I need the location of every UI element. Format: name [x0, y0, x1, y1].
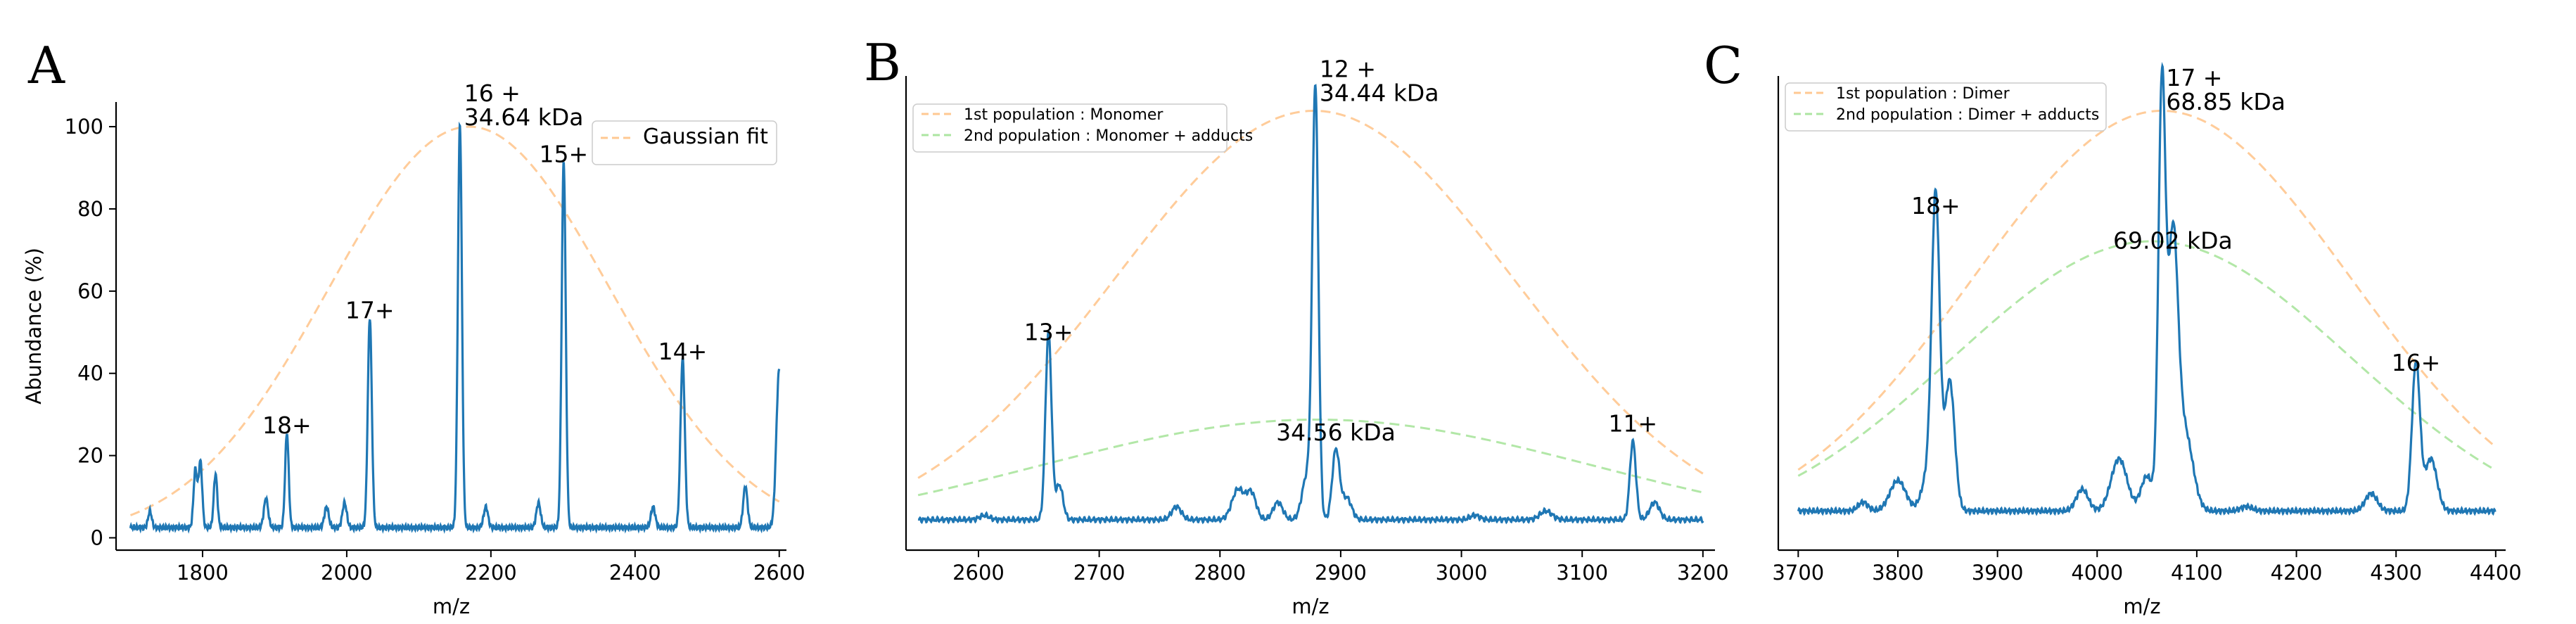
- legend-entry: 2nd population : Monomer + adducts: [964, 127, 1253, 145]
- fit-curve-1: [129, 125, 780, 516]
- peak-annotation: 13+: [1024, 319, 1073, 346]
- spectrum-line: [129, 121, 781, 534]
- x-axis-label: m/z: [2123, 594, 2160, 618]
- peak-annotation: 16 +34.64 kDa: [464, 79, 584, 131]
- y-tick-label: 60: [77, 279, 103, 303]
- panel-letter: C: [1704, 36, 1742, 95]
- panel-b: B 2600 2700 2800 2900 3000 3100 3200 m/z 12 +34.4…: [864, 33, 1729, 618]
- y-axis-label: Abundance (%): [22, 248, 46, 405]
- x-tick-label: 4400: [2470, 561, 2522, 585]
- x-tick-label: 4200: [2271, 561, 2323, 585]
- x-tick-label: 2700: [1073, 561, 1126, 585]
- x-tick-label: 4000: [2071, 561, 2123, 585]
- y-tick-label: 20: [77, 444, 103, 468]
- legend-box: [592, 120, 777, 165]
- peak-annotation: 17+: [345, 296, 395, 324]
- spectrum-line: [1797, 62, 2497, 516]
- peak-annotation: 17 +68.85 kDa: [2166, 64, 2285, 115]
- panel-letter: B: [864, 33, 901, 92]
- peak-annotation: 18+: [1911, 192, 1960, 219]
- peak-annotation: 15+: [540, 140, 589, 167]
- x-tick-label: 3800: [1872, 561, 1924, 585]
- fit-curve-2: [1797, 240, 2497, 477]
- peak-annotation: 69.02 kDa: [2113, 227, 2233, 255]
- x-tick-label: 4300: [2370, 561, 2422, 585]
- x-tick-label: 2600: [952, 561, 1005, 585]
- fit-curve-2: [917, 419, 1704, 497]
- peak-annotation: 11+: [1608, 409, 1657, 437]
- peak-annotation: 16+: [2392, 349, 2441, 376]
- peak-annotation: 12 +34.44 kDa: [1320, 55, 1439, 106]
- x-tick-label: 3900: [1972, 561, 2024, 585]
- y-tick-label: 40: [77, 362, 103, 386]
- x-axis-label: m/z: [433, 594, 470, 618]
- x-tick-label: 2800: [1194, 561, 1246, 585]
- x-tick-label: 3700: [1772, 561, 1824, 585]
- panel-a: A 1800 2000 2200 2400 2600 0 20 40 60 80 100 m/z Abun…: [22, 36, 805, 618]
- y-tick-label: 100: [65, 115, 103, 139]
- y-tick-label: 0: [91, 526, 103, 549]
- legend-box: [1785, 82, 2107, 132]
- legend: 1st population : Monomer 2nd population :…: [912, 103, 1253, 153]
- legend-box: [912, 103, 1228, 153]
- fit-curve-1: [1797, 109, 2497, 471]
- legend-entry: 1st population : Dimer: [1836, 85, 2010, 103]
- legend-entry: 1st population : Monomer: [964, 106, 1163, 124]
- x-tick-label: 2600: [753, 561, 805, 585]
- peak-annotation: 18+: [262, 412, 312, 439]
- legend-entry: Gaussian fit: [643, 125, 768, 149]
- x-tick-label: 3200: [1677, 561, 1729, 585]
- panel-c: C 3700 3800 3900 4000 4100 4200 4300 4400 m/z 17 +…: [1704, 36, 2522, 618]
- legend-entry: 2nd population : Dimer + adducts: [1836, 106, 2099, 124]
- x-tick-label: 3000: [1436, 561, 1488, 585]
- x-tick-label: 4100: [2171, 561, 2223, 585]
- x-tick-label: 2200: [465, 561, 517, 585]
- x-tick-label: 2000: [321, 561, 373, 585]
- x-axis-label: m/z: [1292, 594, 1329, 618]
- x-tick-label: 2400: [609, 561, 661, 585]
- legend: 1st population : Dimer 2nd population : D…: [1785, 82, 2107, 132]
- y-tick-label: 80: [77, 197, 103, 221]
- spectrum-line: [917, 84, 1704, 525]
- x-tick-label: 3100: [1556, 561, 1608, 585]
- x-tick-label: 2900: [1315, 561, 1367, 585]
- panel-letter: A: [27, 36, 65, 95]
- x-tick-label: 1800: [177, 561, 229, 585]
- legend: Gaussian fit: [592, 120, 777, 165]
- peak-annotation: 34.56 kDa: [1276, 419, 1396, 446]
- fit-curve-1: [917, 109, 1704, 479]
- peak-annotation: 14+: [658, 338, 708, 365]
